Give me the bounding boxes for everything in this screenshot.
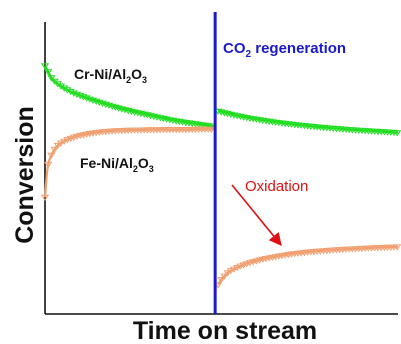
- data-marker: [207, 123, 216, 130]
- data-marker: [53, 142, 62, 150]
- data-marker: [63, 87, 72, 94]
- data-marker: [40, 63, 50, 70]
- data-marker: [98, 100, 107, 108]
- data-marker: [82, 95, 91, 102]
- data-marker: [229, 266, 239, 273]
- data-marker: [50, 146, 59, 154]
- data-marker: [104, 102, 114, 109]
- data-marker: [239, 262, 248, 269]
- data-marker: [226, 268, 235, 275]
- data-marker: [72, 91, 82, 99]
- data-marker: [242, 261, 251, 268]
- data-marker: [66, 135, 75, 143]
- data-marker: [60, 138, 69, 145]
- data-marker: [85, 96, 94, 103]
- data-marker: [40, 194, 50, 202]
- data-marker: [66, 88, 75, 96]
- series-fe-ni: [40, 126, 401, 289]
- oxidation-arrow: [231, 184, 282, 246]
- series-cr-ni: [40, 63, 401, 137]
- series-label-fe-ni: Fe-Ni/Al2O3: [80, 155, 154, 174]
- data-marker: [88, 97, 98, 104]
- data-marker: [95, 99, 104, 107]
- data-marker: [223, 270, 232, 277]
- series-label-cr-ni: Cr-Ni/Al2O3: [74, 66, 147, 85]
- series-layer: [40, 63, 401, 289]
- data-marker: [56, 140, 66, 147]
- data-marker: [69, 90, 78, 97]
- data-marker: [76, 93, 85, 100]
- data-marker: [393, 130, 401, 137]
- data-marker: [60, 85, 69, 92]
- data-marker: [69, 134, 78, 142]
- data-marker: [79, 94, 88, 101]
- data-marker: [47, 75, 56, 82]
- data-marker: [47, 152, 56, 159]
- data-marker: [44, 69, 53, 76]
- data-marker: [236, 263, 245, 270]
- data-marker: [44, 161, 53, 169]
- y-axis-title: Conversion: [11, 106, 39, 244]
- data-marker: [220, 273, 229, 280]
- data-marker: [207, 126, 216, 133]
- data-marker: [233, 265, 242, 272]
- oxidation-label: Oxidation: [245, 178, 308, 195]
- data-marker: [92, 98, 101, 105]
- data-marker: [217, 277, 226, 284]
- regeneration-label: CO2 regeneration: [223, 40, 346, 60]
- x-axis-title: Time on stream: [133, 317, 317, 344]
- data-marker: [63, 137, 72, 144]
- data-marker: [393, 244, 401, 251]
